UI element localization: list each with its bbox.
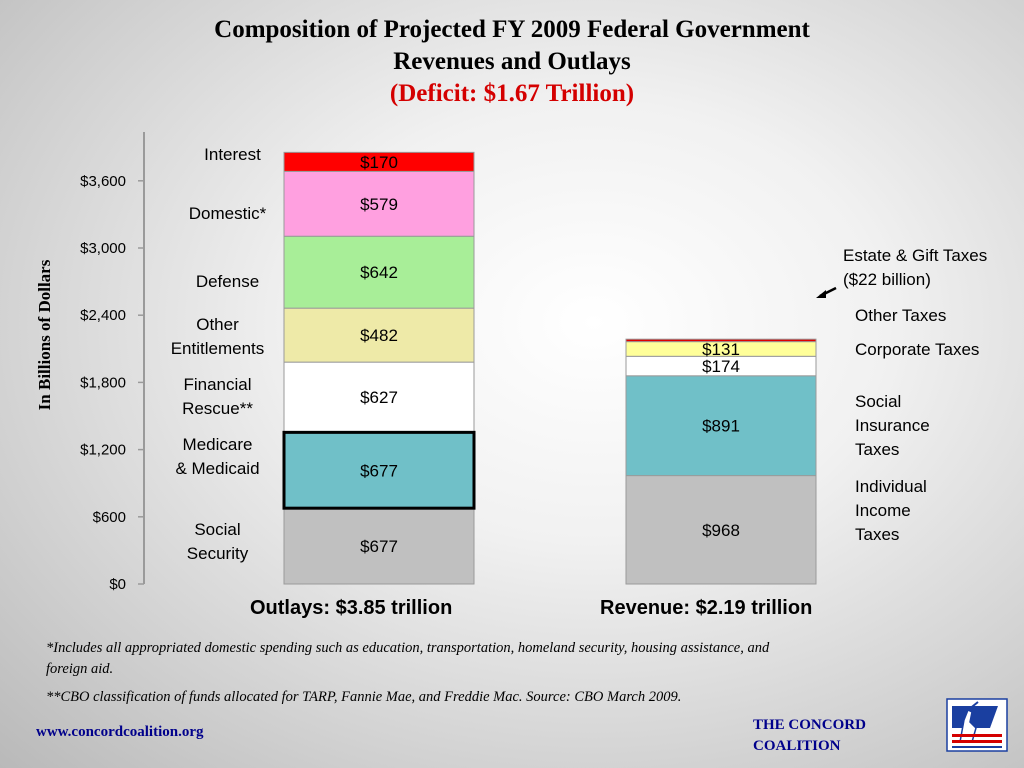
footnote-domestic: *Includes all appropriated domestic spen…	[46, 640, 770, 677]
label-interest: Interest	[204, 145, 261, 164]
y-tick-label: $600	[93, 509, 126, 526]
title-deficit: (Deficit: $1.67 Trillion)	[389, 80, 635, 107]
y-tick-label: $1,800	[80, 374, 126, 391]
title-line-2: Revenues and Outlays	[393, 48, 631, 75]
bar-value-label: $642	[360, 263, 398, 282]
bar-segment	[625, 375, 817, 477]
bar-value-label: $677	[360, 461, 398, 480]
bar-value-label: $579	[360, 195, 398, 214]
y-tick-label: $3,600	[80, 173, 126, 190]
footnote-financial-rescue: **CBO classification of funds allocated …	[46, 689, 682, 705]
outlays-category-label: Outlays: $3.85 trillion	[250, 597, 453, 619]
label-financial-rescue: Financial Rescue**	[182, 375, 253, 418]
bar-segment	[283, 170, 475, 237]
bar-value-label: $627	[360, 388, 398, 407]
chart-title: Composition of Projected FY 2009 Federal…	[0, 14, 1024, 110]
website-link[interactable]: www.concordcoalition.org	[36, 724, 204, 740]
concord-coalition-logo	[946, 698, 1008, 752]
bar-segment-outline	[282, 430, 476, 510]
bar-segment	[283, 151, 475, 172]
label-defense: Defense	[195, 272, 260, 291]
revenue-category-label: Revenue: $2.19 trillion	[600, 597, 813, 619]
y-tick-label: $1,200	[80, 442, 126, 459]
label-social-security: Social Security	[186, 520, 249, 563]
label-individual-income-taxes: Individual Income Taxes	[855, 477, 927, 544]
organization-name: THE CONCORD COALITION	[753, 715, 866, 757]
label-medicare-medicaid: Medicare & Medicaid	[175, 435, 260, 478]
bar-value-label: $482	[360, 326, 398, 345]
bar-value-label: $677	[360, 537, 398, 556]
label-other-entitlements: Other Entitlements	[170, 315, 265, 358]
bar-value-label: $174	[702, 357, 740, 376]
label-domestic: Domestic*	[188, 204, 267, 223]
title-line-1: Composition of Projected FY 2009 Federal…	[214, 16, 810, 43]
label-social-insurance-taxes: Social Insurance Taxes	[855, 392, 930, 459]
bar-value-label: $968	[702, 521, 740, 540]
label-other-taxes: Other Taxes	[855, 306, 947, 325]
bar-segment	[283, 235, 475, 309]
y-tick-label: $3,000	[80, 240, 126, 257]
estate-gift-arrow-head	[816, 290, 826, 298]
label-corporate-taxes: Corporate Taxes	[855, 340, 980, 359]
bar-value-label: $170	[360, 153, 398, 172]
label-estate-gift-taxes: Estate & Gift Taxes ($22 billion)	[843, 246, 988, 289]
organization-name-line-1: THE CONCORD	[753, 717, 866, 733]
bar-segment	[283, 507, 475, 585]
bar-value-label: $131	[702, 340, 740, 359]
y-tick-label: $0	[109, 576, 126, 593]
bar-value-label: $891	[702, 417, 740, 436]
y-tick-label: $2,400	[80, 307, 126, 324]
organization-name-line-2: COALITION	[753, 738, 841, 754]
bar-segment	[625, 338, 817, 343]
